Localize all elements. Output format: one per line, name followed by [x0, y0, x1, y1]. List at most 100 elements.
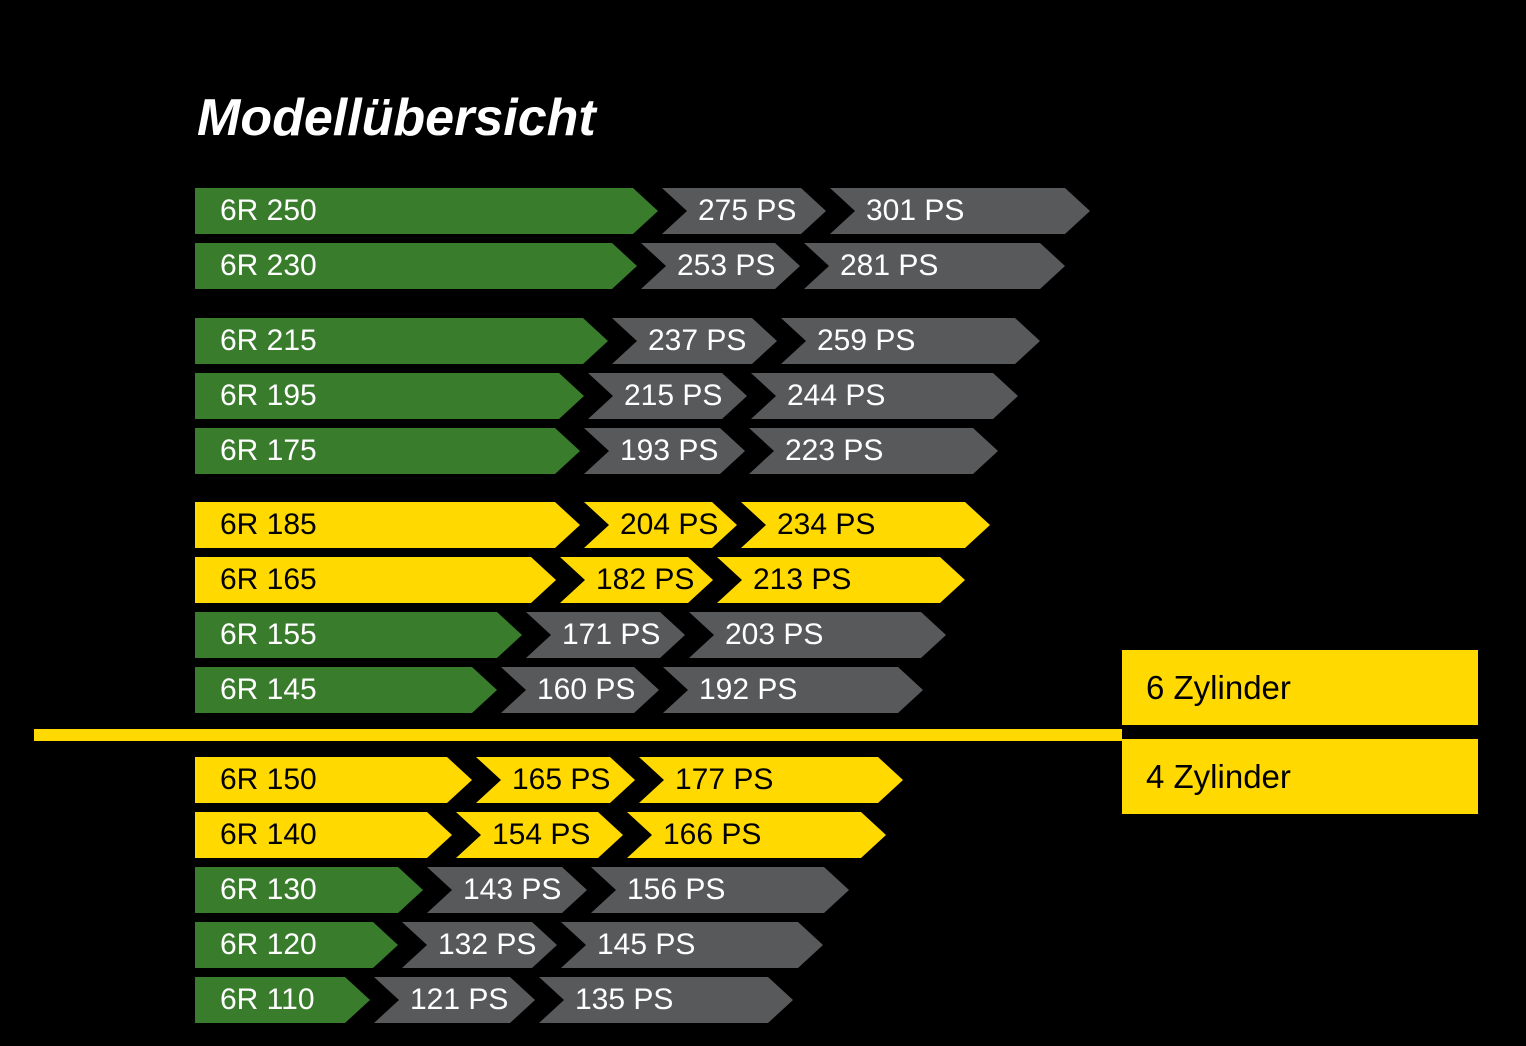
model-label-segment: 6R 165: [195, 557, 556, 603]
model-row: 6R 110 121 PS 135 PS: [195, 977, 793, 1023]
ps-value-1-segment: 165 PS: [476, 757, 635, 803]
ps-value: 237 PS: [648, 324, 747, 357]
model-label-segment: 6R 250: [195, 188, 658, 234]
ps-value: 145 PS: [597, 928, 696, 961]
model-label-segment: 6R 175: [195, 428, 580, 474]
ps-value-1-segment: 154 PS: [456, 812, 623, 858]
ps-value-1-segment: 143 PS: [427, 867, 587, 913]
ps-value: 281 PS: [840, 249, 939, 282]
ps-value: 165 PS: [512, 763, 611, 796]
model-label-segment: 6R 120: [195, 922, 398, 968]
model-label-segment: 6R 185: [195, 502, 580, 548]
model-label: 6R 230: [220, 249, 317, 282]
ps-value-2-segment: 213 PS: [717, 557, 965, 603]
ps-value: 223 PS: [785, 434, 884, 467]
legend-4-zylinder: 4 Zylinder: [1122, 739, 1478, 814]
ps-value: 244 PS: [787, 379, 886, 412]
model-label: 6R 110: [220, 983, 315, 1016]
ps-value-2-segment: 244 PS: [751, 373, 1018, 419]
model-label: 6R 130: [220, 873, 317, 906]
ps-value: 156 PS: [627, 873, 726, 906]
model-label: 6R 175: [220, 434, 317, 467]
model-row: 6R 145 160 PS 192 PS: [195, 667, 923, 713]
model-label: 6R 195: [220, 379, 317, 412]
model-row: 6R 130 143 PS 156 PS: [195, 867, 849, 913]
ps-value-1-segment: 204 PS: [584, 502, 737, 548]
ps-value-1-segment: 160 PS: [501, 667, 659, 713]
ps-value: 132 PS: [438, 928, 537, 961]
model-label-segment: 6R 110: [195, 977, 370, 1023]
ps-value-1-segment: 171 PS: [526, 612, 685, 658]
model-label-segment: 6R 140: [195, 812, 452, 858]
model-label: 6R 215: [220, 324, 317, 357]
model-label-segment: 6R 145: [195, 667, 497, 713]
ps-value-1-segment: 215 PS: [588, 373, 747, 419]
model-label: 6R 150: [220, 763, 317, 796]
page-title: Modellübersicht: [197, 89, 596, 147]
ps-value-1-segment: 253 PS: [641, 243, 800, 289]
model-row: 6R 120 132 PS 145 PS: [195, 922, 823, 968]
ps-value: 204 PS: [620, 508, 719, 541]
legend-6-zylinder-label: 6 Zylinder: [1146, 668, 1291, 706]
cylinder-group-separator-line: [34, 729, 1122, 741]
ps-value-2-segment: 135 PS: [539, 977, 793, 1023]
model-row: 6R 140 154 PS 166 PS: [195, 812, 886, 858]
model-row: 6R 230 253 PS 281 PS: [195, 243, 1065, 289]
ps-value-1-segment: 182 PS: [560, 557, 713, 603]
model-label: 6R 250: [220, 194, 317, 227]
model-label: 6R 165: [220, 563, 317, 596]
ps-value: 154 PS: [492, 818, 591, 851]
ps-value: 193 PS: [620, 434, 719, 467]
model-label-segment: 6R 215: [195, 318, 608, 364]
model-row: 6R 250 275 PS 301 PS: [195, 188, 1090, 234]
model-label-segment: 6R 195: [195, 373, 584, 419]
ps-value: 160 PS: [537, 673, 636, 706]
model-label: 6R 155: [220, 618, 317, 651]
ps-value-2-segment: 259 PS: [781, 318, 1040, 364]
ps-value-2-segment: 177 PS: [639, 757, 903, 803]
ps-value: 203 PS: [725, 618, 824, 651]
model-label-segment: 6R 230: [195, 243, 637, 289]
model-row: 6R 155 171 PS 203 PS: [195, 612, 946, 658]
model-row: 6R 165 182 PS 213 PS: [195, 557, 965, 603]
ps-value-2-segment: 145 PS: [561, 922, 823, 968]
ps-value-1-segment: 237 PS: [612, 318, 777, 364]
ps-value-2-segment: 223 PS: [749, 428, 998, 474]
ps-value-2-segment: 156 PS: [591, 867, 849, 913]
ps-value-1-segment: 132 PS: [402, 922, 557, 968]
model-label-segment: 6R 155: [195, 612, 522, 658]
model-row: 6R 215 237 PS 259 PS: [195, 318, 1040, 364]
ps-value: 121 PS: [410, 983, 509, 1016]
ps-value-1-segment: 275 PS: [662, 188, 826, 234]
legend-4-zylinder-label: 4 Zylinder: [1146, 757, 1291, 795]
ps-value: 275 PS: [698, 194, 797, 227]
ps-value: 166 PS: [663, 818, 762, 851]
ps-value-1-segment: 193 PS: [584, 428, 745, 474]
model-row: 6R 150 165 PS 177 PS: [195, 757, 903, 803]
ps-value: 182 PS: [596, 563, 695, 596]
model-row: 6R 195 215 PS 244 PS: [195, 373, 1018, 419]
ps-value: 171 PS: [562, 618, 661, 651]
ps-value: 177 PS: [675, 763, 774, 796]
model-label: 6R 145: [220, 673, 317, 706]
ps-value-2-segment: 192 PS: [663, 667, 923, 713]
model-label: 6R 140: [220, 818, 317, 851]
model-label-segment: 6R 150: [195, 757, 472, 803]
model-label-segment: 6R 130: [195, 867, 423, 913]
ps-value-2-segment: 281 PS: [804, 243, 1065, 289]
ps-value-1-segment: 121 PS: [374, 977, 535, 1023]
ps-value-2-segment: 234 PS: [741, 502, 990, 548]
ps-value: 253 PS: [677, 249, 776, 282]
ps-value: 301 PS: [866, 194, 965, 227]
ps-value: 135 PS: [575, 983, 674, 1016]
model-row: 6R 175 193 PS 223 PS: [195, 428, 998, 474]
ps-value-2-segment: 166 PS: [627, 812, 886, 858]
ps-value: 234 PS: [777, 508, 876, 541]
ps-value: 192 PS: [699, 673, 798, 706]
model-label: 6R 185: [220, 508, 317, 541]
ps-value-2-segment: 203 PS: [689, 612, 946, 658]
model-label: 6R 120: [220, 928, 317, 961]
ps-value: 259 PS: [817, 324, 916, 357]
ps-value: 213 PS: [753, 563, 852, 596]
